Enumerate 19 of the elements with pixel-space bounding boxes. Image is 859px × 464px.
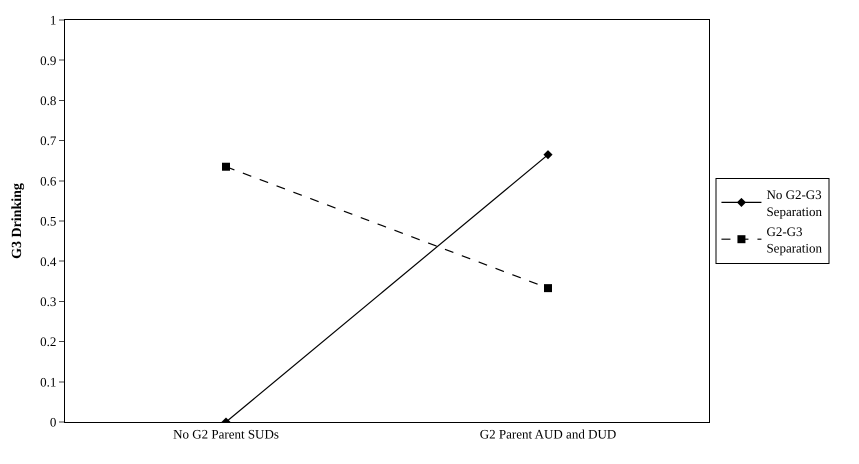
y-tick-label: 0 <box>50 414 56 430</box>
x-tick-label: G2 Parent AUD and DUD <box>480 426 616 442</box>
y-tick-label: 0.3 <box>40 294 56 309</box>
y-tick-label: 0.6 <box>40 173 57 188</box>
y-tick-label: 0.5 <box>40 214 56 229</box>
point <box>222 162 230 171</box>
y-tick-label: 0.9 <box>40 52 56 68</box>
y-tick-label: 0.4 <box>40 254 57 269</box>
x-tick-label: No G2 Parent SUDs <box>173 426 279 442</box>
y-axis-title: G3 Drinking <box>10 183 25 259</box>
legend-label: G2-G3 Separation <box>766 224 823 256</box>
y-tick-label: 0.8 <box>40 92 56 108</box>
legend-label: No G2-G3 Separation <box>766 187 823 219</box>
y-tick-label: 0.7 <box>40 133 57 148</box>
point <box>543 150 553 160</box>
y-tick-label: 0.2 <box>40 334 56 350</box>
y-tick-label: 0.1 <box>40 374 56 390</box>
y-tick-label: 1 <box>50 12 56 28</box>
point <box>544 284 552 292</box>
